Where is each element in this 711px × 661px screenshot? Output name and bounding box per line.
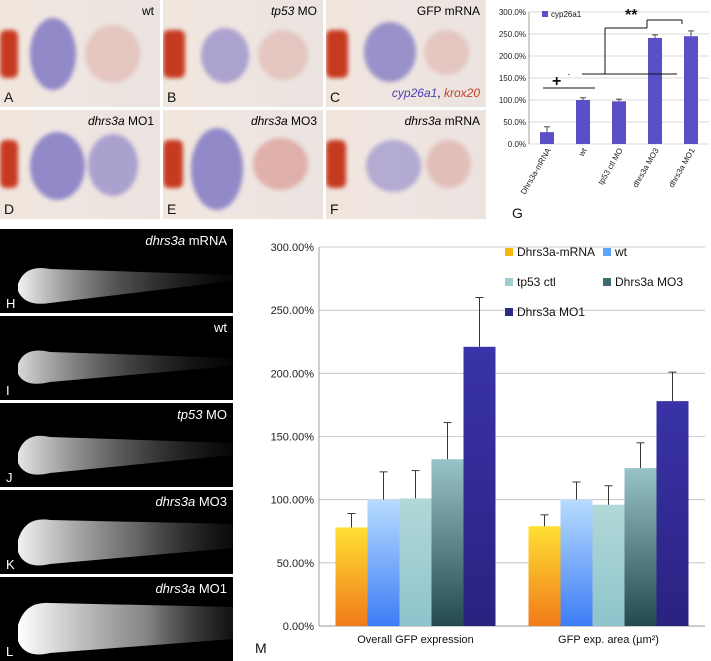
chart-m-ytick: 50.00% — [277, 558, 315, 570]
panel-a-letter: A — [4, 89, 14, 105]
panel-k-label: dhrs3a MO3 — [155, 494, 227, 509]
chart-m-bar — [431, 459, 464, 626]
chart-g-legend-label: cyp26a1 — [551, 10, 582, 19]
panel-m-letter: M — [255, 640, 267, 656]
chart-g-bar — [612, 101, 626, 144]
chart-m-legend-label: wt — [614, 245, 628, 259]
chart-m-legend-swatch — [505, 308, 513, 316]
panel-e-letter: E — [167, 201, 177, 217]
panel-a-label: wt — [142, 4, 154, 18]
chart-m-bar — [592, 504, 625, 626]
chart-m-ytick: 250.00% — [271, 305, 315, 317]
chart-m-bar — [528, 526, 561, 626]
panel-l-letter: L — [6, 644, 14, 659]
panel-j-letter: J — [6, 470, 13, 485]
chart-m-bar — [656, 401, 689, 626]
chart-g-bar — [684, 36, 698, 145]
panel-f-label: dhrs3a mRNA — [404, 114, 480, 128]
chart-m-ytick: 0.00% — [283, 621, 314, 633]
chart-m-legend-swatch — [603, 248, 611, 256]
panel-j: tp53 MO J — [0, 403, 233, 487]
panel-f-letter: F — [330, 201, 339, 217]
chart-g-category-label: dhrs3a MO3 — [631, 146, 661, 189]
panel-l-label: dhrs3a MO1 — [155, 581, 227, 596]
chart-m-ytick: 300.00% — [271, 242, 315, 254]
chart-m-legend-label: Dhrs3a MO1 — [517, 305, 585, 319]
panel-b-letter: B — [167, 89, 177, 105]
panel-h: dhrs3a mRNA H — [0, 229, 233, 313]
chart-g-bar — [576, 100, 590, 144]
chart-g-ytick: 50.0% — [503, 118, 526, 127]
panel-i-fluorescence — [18, 350, 233, 384]
chart-m-ytick: 100.00% — [271, 495, 315, 507]
panel-l: dhrs3a MO1 L — [0, 577, 233, 661]
panel-i-letter: I — [6, 383, 10, 398]
panel-e: dhrs3a MO3 E — [163, 110, 323, 219]
chart-m-ytick: 150.00% — [271, 432, 315, 444]
chart-m-bar — [463, 346, 496, 626]
panel-j-fluorescence — [18, 435, 233, 475]
chart-m-bar — [335, 527, 368, 626]
chart-m-legend-label: Dhrs3a MO3 — [615, 275, 683, 289]
chart-m-bar — [367, 499, 400, 626]
panel-j-label: tp53 MO — [177, 407, 227, 422]
panel-i-label: wt — [214, 320, 227, 335]
panel-d-label: dhrs3a MO1 — [87, 114, 154, 128]
chart-m-bar — [624, 468, 657, 626]
panel-k-fluorescence — [18, 519, 233, 566]
panel-c-letter: C — [330, 89, 341, 105]
chart-g-stars: ** — [625, 7, 638, 24]
panel-l-fluorescence — [18, 602, 233, 655]
panel-h-letter: H — [6, 296, 16, 311]
chart-m-category-label: Overall GFP expression — [357, 634, 474, 646]
chart-g-category-label: Dhrs3a-mRNA — [519, 146, 553, 196]
panel-h-label: dhrs3a mRNA — [145, 233, 227, 248]
chart-g-ytick: 250.0% — [499, 30, 526, 39]
panel-c-stain-legend: cyp26a1, krox20 — [391, 86, 480, 100]
panel-g-letter: G — [512, 205, 523, 221]
chart-g-ytick: 150.0% — [499, 74, 526, 83]
chart-g-bar — [648, 37, 662, 144]
chart-m-category-label: GFP exp. area (µm²) — [558, 634, 659, 646]
chart-g-ytick: 200.0% — [499, 52, 526, 61]
panel-b: tp53 MO B — [163, 0, 323, 107]
panel-k: dhrs3a MO3 K — [0, 490, 233, 574]
panel-i: wt I — [0, 316, 233, 400]
chart-g-bar — [540, 132, 554, 144]
chart-g-legend-swatch — [542, 11, 548, 17]
chart-m-legend-swatch — [505, 278, 513, 286]
panel-c-label: GFP mRNA — [416, 4, 480, 18]
chart-g-ytick: 100.0% — [499, 96, 526, 105]
chart-m-legend-label: tp53 ctl — [517, 275, 556, 289]
panel-d-letter: D — [4, 201, 15, 217]
panel-h-fluorescence — [18, 268, 233, 304]
chart-m-legend-swatch — [603, 278, 611, 286]
panel-k-letter: K — [6, 557, 15, 572]
panel-c: GFP mRNA cyp26a1, krox20 C — [326, 0, 486, 107]
chart-m-ytick: 200.00% — [271, 368, 315, 380]
panel-f: dhrs3a mRNA F — [326, 110, 486, 219]
chart-g-category-label: wt — [576, 146, 589, 159]
chart-m-bar — [399, 498, 432, 626]
chart-m-bar — [560, 499, 593, 626]
panel-b-label: tp53 MO — [270, 4, 317, 18]
panel-d: dhrs3a MO1 D — [0, 110, 160, 219]
chart-m-legend-label: Dhrs3a-mRNA — [517, 245, 595, 259]
chart-g-category-label: dhrs3a MO1 — [667, 146, 697, 189]
chart-m: 0.00% 50.00% 100.00% 150.00% 200.00% 250.00% 3… — [255, 242, 705, 656]
chart-g-ytick: 0.0% — [508, 140, 526, 149]
chart-g: 0.0%50.0%100.0%150.0%200.0%250.0%300.0% … — [499, 7, 709, 221]
chart-g-category-label: tp53 ctl MO — [596, 147, 624, 187]
panel-e-label: dhrs3a MO3 — [250, 114, 317, 128]
panel-a: wt A — [0, 0, 160, 107]
chart-g-plus: + — [552, 73, 561, 90]
chart-m-legend-swatch — [505, 248, 513, 256]
chart-g-significance — [543, 19, 683, 89]
chart-g-ytick: 300.0% — [499, 8, 526, 17]
